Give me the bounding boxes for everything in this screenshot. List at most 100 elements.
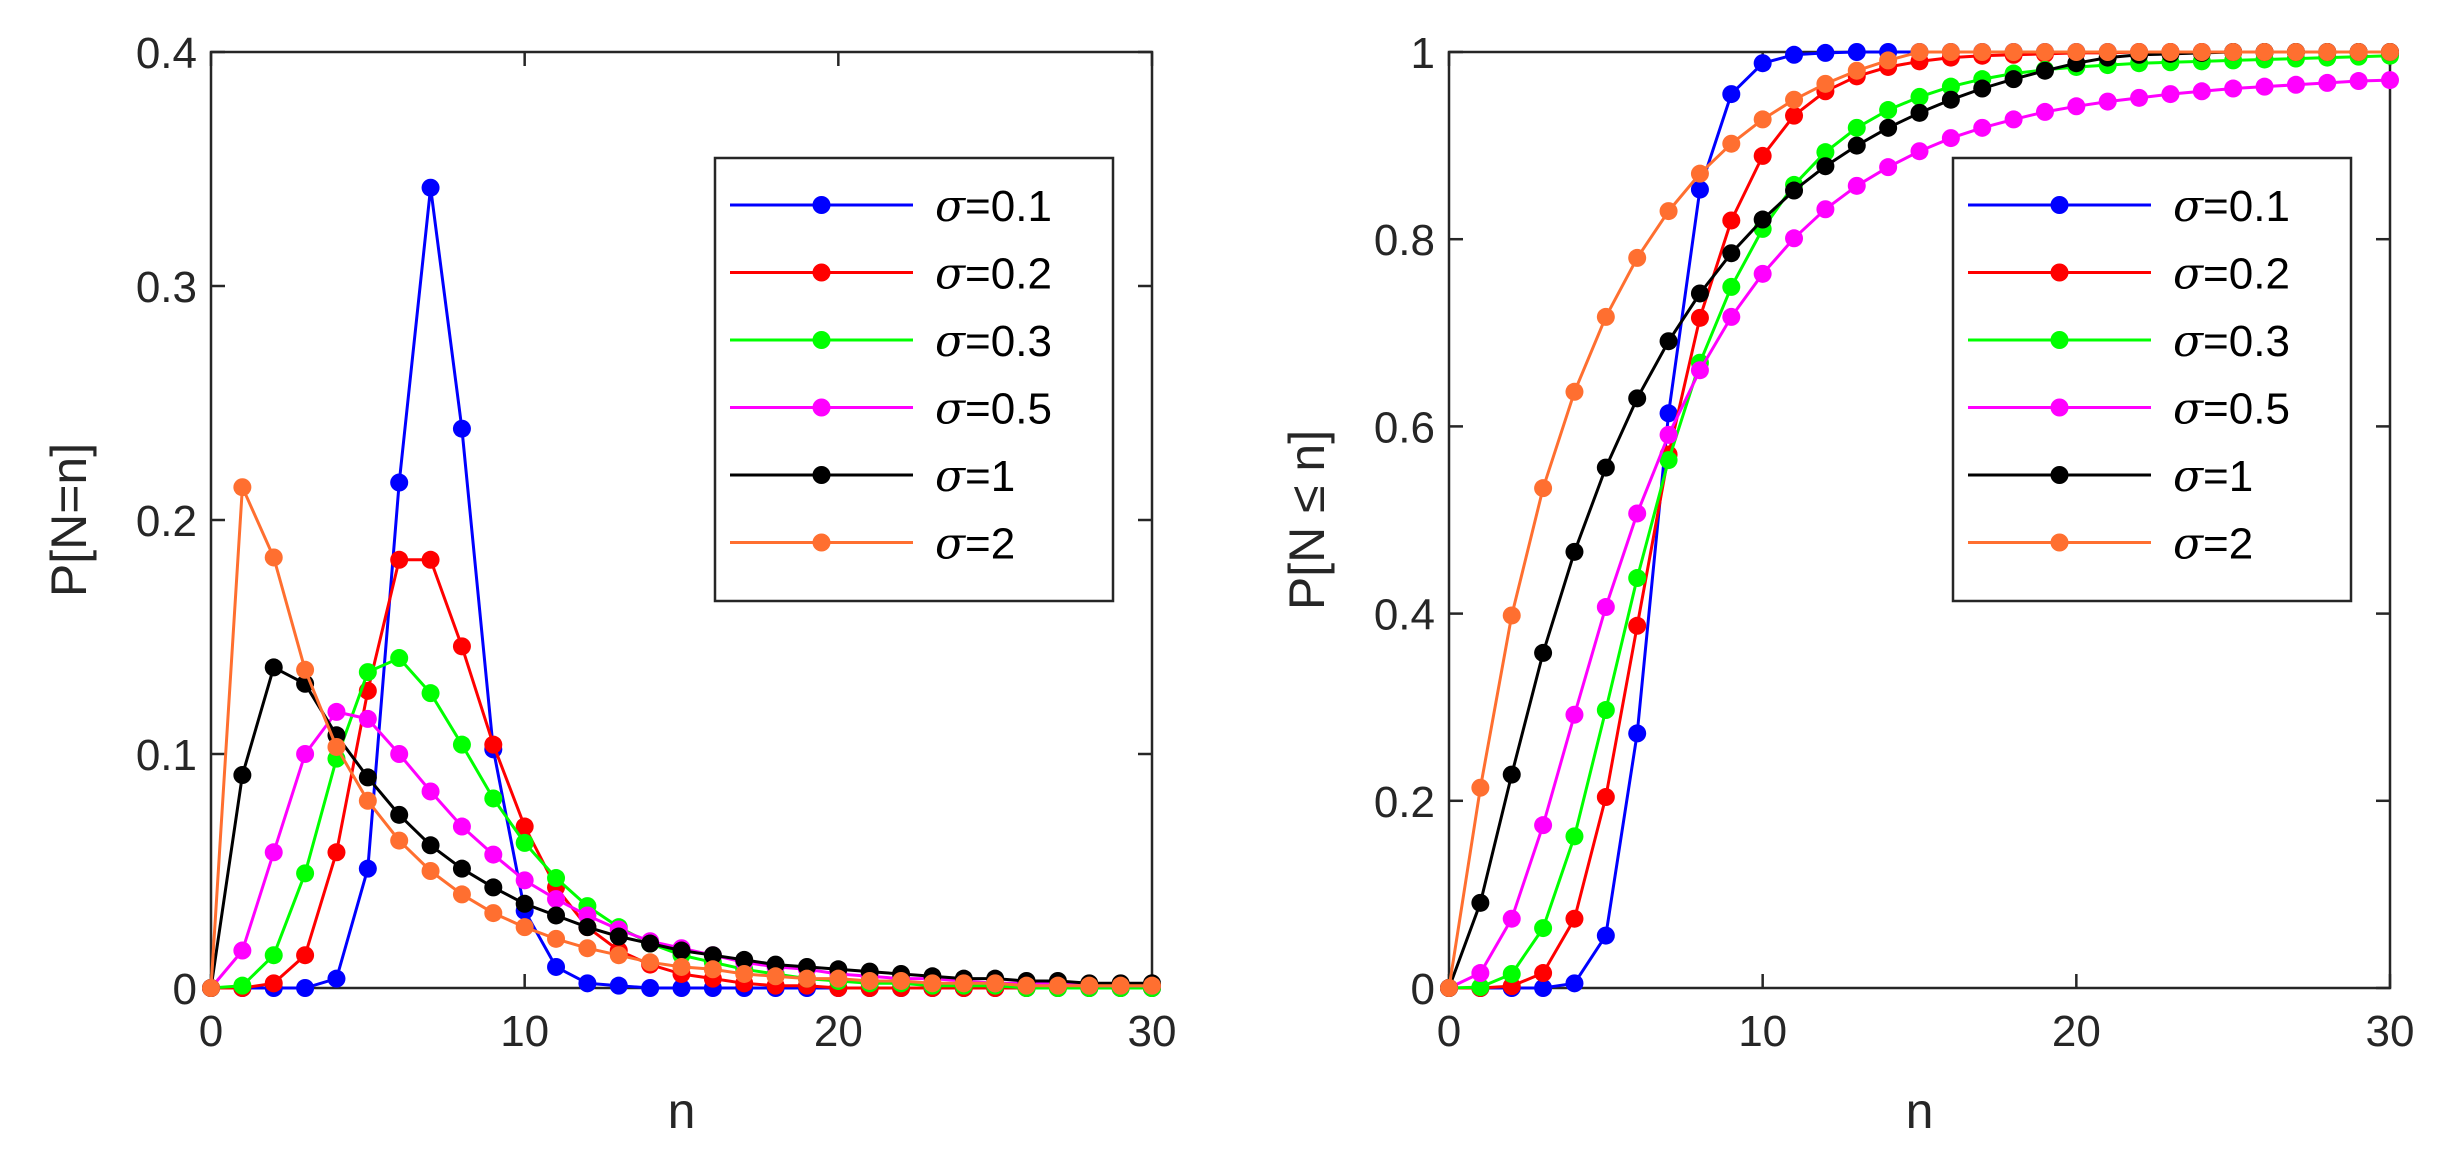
x-tick-label: 0 <box>199 1007 223 1056</box>
data-point <box>547 957 566 976</box>
data-point <box>1471 893 1490 912</box>
chart-1: 0 10 20 3000.10.20.30.4nP[N=n]σ=0.1σ=0.2σ=0… <box>41 29 1176 1139</box>
data-point <box>2004 70 2023 89</box>
data-point <box>1628 616 1647 635</box>
data-point <box>452 637 471 656</box>
data-point <box>327 843 346 862</box>
data-point <box>1565 974 1584 993</box>
data-point <box>484 878 503 897</box>
data-point <box>358 768 377 787</box>
data-point <box>1048 976 1067 995</box>
data-point <box>1847 136 1866 155</box>
data-point <box>1785 45 1804 64</box>
legend-entry: σ=1 <box>730 451 1015 502</box>
data-point <box>390 473 409 492</box>
data-point <box>641 979 660 997</box>
data-point <box>2286 75 2305 94</box>
data-point <box>390 649 409 668</box>
legend-label: σ=1 <box>935 451 1015 502</box>
data-point <box>672 957 691 976</box>
data-point <box>1847 43 1866 61</box>
legend-entry: σ=0.1 <box>1968 181 2290 232</box>
data-point <box>421 684 440 703</box>
y-tick-label: 0.4 <box>1374 591 1435 640</box>
data-point <box>452 419 471 438</box>
data-point <box>1534 816 1553 835</box>
legend-box <box>1951 156 2353 603</box>
data-point <box>703 960 722 979</box>
legend-label-value: =0.3 <box>2203 317 2290 366</box>
data-point <box>296 660 315 679</box>
data-point <box>2067 97 2086 116</box>
legend-marker <box>812 263 831 282</box>
data-point <box>797 969 816 988</box>
data-point <box>1753 264 1772 283</box>
legend-marker <box>2050 263 2069 282</box>
data-point <box>421 782 440 801</box>
data-point <box>1565 827 1584 846</box>
data-point <box>1941 77 1960 96</box>
legend-label-symbol: σ <box>935 384 967 435</box>
data-point <box>1534 479 1553 498</box>
data-point <box>1816 43 1835 62</box>
data-point <box>390 805 409 824</box>
data-point <box>296 946 315 965</box>
data-point <box>1502 765 1521 784</box>
data-point <box>452 735 471 754</box>
data-point <box>1534 979 1553 997</box>
y-tick-label: 0.2 <box>136 497 197 546</box>
legend-label: σ=0.3 <box>935 316 1052 367</box>
data-point <box>923 974 942 993</box>
data-point <box>1753 110 1772 129</box>
data-point <box>484 845 503 864</box>
data-point <box>233 976 252 995</box>
data-point <box>1534 964 1553 983</box>
data-point <box>1690 164 1709 183</box>
data-point <box>2318 43 2337 61</box>
data-point <box>2098 43 2117 61</box>
legend-label-symbol: σ <box>935 249 967 300</box>
data-point <box>1628 569 1647 588</box>
data-point <box>2161 85 2180 104</box>
data-point <box>2381 71 2399 90</box>
data-point <box>264 658 283 677</box>
legend-label-value: =1 <box>965 452 1015 501</box>
x-tick-label: 20 <box>2052 1007 2101 1056</box>
x-tick-label: 30 <box>1128 1007 1177 1056</box>
legend-label-value: =0.3 <box>965 317 1052 366</box>
data-point <box>1785 181 1804 200</box>
data-point <box>672 941 691 960</box>
data-point <box>672 979 691 997</box>
data-point <box>547 890 566 909</box>
data-point <box>1502 606 1521 625</box>
data-point <box>1910 87 1929 106</box>
legend-label-symbol: σ <box>935 181 967 232</box>
legend-marker <box>2050 398 2069 417</box>
data-point <box>327 702 346 721</box>
data-point <box>1816 157 1835 176</box>
data-point <box>1471 778 1490 797</box>
data-point <box>2349 72 2368 91</box>
data-point <box>1659 425 1678 444</box>
y-tick-label: 0.8 <box>1374 216 1435 265</box>
data-point <box>2255 77 2274 96</box>
legend-label: σ=2 <box>935 519 1015 570</box>
x-tick-label: 20 <box>814 1007 863 1056</box>
data-point <box>1690 308 1709 327</box>
y-tick-label: 0.6 <box>1374 403 1435 452</box>
y-tick-label: 0.4 <box>136 29 197 78</box>
data-point <box>264 548 283 567</box>
legend-box <box>713 156 1115 603</box>
legend-label-value: =2 <box>2203 520 2253 569</box>
legend-label: σ=0.5 <box>2173 384 2290 435</box>
legend-label: σ=0.2 <box>935 249 1052 300</box>
y-tick-label: 1 <box>1411 29 1435 78</box>
data-point <box>860 971 879 990</box>
data-point <box>1910 142 1929 161</box>
legend-label-value: =0.1 <box>965 182 1052 231</box>
x-tick-label: 30 <box>2366 1007 2415 1056</box>
y-axis-label: P[N ≤ n] <box>1279 430 1335 610</box>
data-point <box>421 178 440 197</box>
data-point <box>2224 43 2243 61</box>
x-tick-label: 0 <box>1437 1007 1461 1056</box>
